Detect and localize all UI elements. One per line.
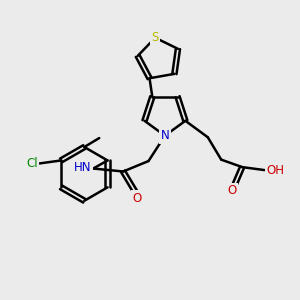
Text: Cl: Cl <box>26 157 38 170</box>
Text: OH: OH <box>266 164 284 177</box>
Text: O: O <box>132 192 141 205</box>
Text: HN: HN <box>74 160 92 173</box>
Text: N: N <box>160 129 169 142</box>
Text: O: O <box>227 184 236 197</box>
Text: S: S <box>152 31 159 44</box>
